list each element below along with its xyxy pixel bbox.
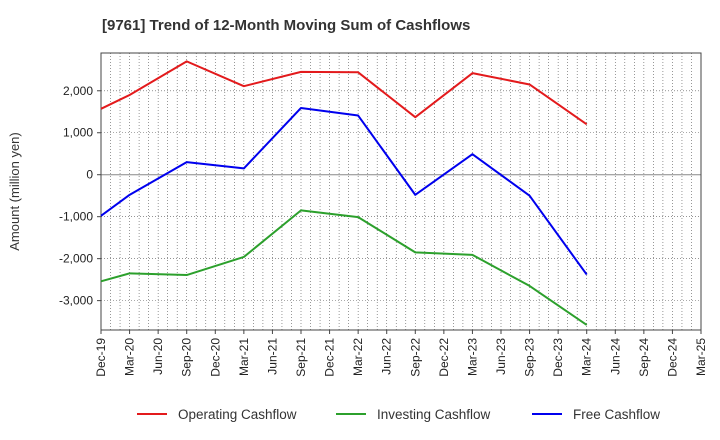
x-tick-label: Dec-24 [665,338,679,377]
y-axis-label: Amount (million yen) [7,132,22,251]
legend-label-operating-cashflow: Operating Cashflow [178,407,297,422]
plot-background [101,53,701,330]
legend: Operating Cashflow Investing Cashflow Free… [137,407,660,422]
series-line-operating-cashflow [100,60,588,126]
y-tick-label: -1,000 [59,210,93,224]
x-tick-label: Jun-24 [608,338,622,375]
y-tick-label: -2,000 [59,252,93,266]
grid-lines [100,53,702,330]
x-tick-label: Dec-19 [94,338,108,377]
series-line-free-cashflow [100,106,588,276]
x-tick-label: Jun-23 [494,338,508,375]
x-tick-label: Jun-22 [380,338,394,375]
y-tick-label: 0 [86,168,93,182]
x-tick-label: Jun-20 [151,338,165,375]
x-tick-label: Sep-24 [637,338,651,377]
x-tick-label: Sep-23 [523,338,537,377]
x-tick-label: Mar-21 [237,338,251,376]
x-tick-label: Sep-22 [408,338,422,377]
y-tick-label: 2,000 [63,84,93,98]
x-tick-label: Jun-21 [265,338,279,375]
x-tick-label: Sep-20 [180,338,194,377]
y-tick-label: 1,000 [63,126,93,140]
x-tick-label: Dec-22 [437,338,451,377]
y-tick-label: -3,000 [59,294,93,308]
plot-border [100,52,702,331]
legend-label-free-cashflow: Free Cashflow [573,407,660,422]
plot-area: -3,000 -2,000 -1,000 0 1,000 2,000 Dec-19 Mar-2… [7,52,708,377]
x-tick-label: Mar-22 [351,338,365,376]
chart-title: [9761] Trend of 12-Month Moving Sum of C… [102,17,470,34]
x-tick-label: Dec-21 [323,338,337,377]
x-tick-label: Dec-23 [551,338,565,377]
x-tick-label: Mar-25 [694,338,708,376]
x-tick-label: Dec-20 [208,338,222,377]
x-tick-label: Mar-23 [465,338,479,376]
x-tick-label: Mar-24 [580,338,594,376]
x-tick-label: Sep-21 [294,338,308,377]
legend-label-investing-cashflow: Investing Cashflow [377,407,491,422]
series-line-investing-cashflow [100,209,588,326]
x-tick-label: Mar-20 [123,338,137,376]
